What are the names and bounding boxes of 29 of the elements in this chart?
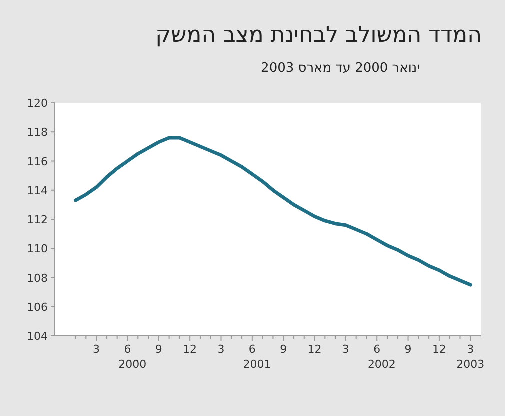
chart-subtitle: ינואר 2000 עד מארס 2003 <box>261 61 420 76</box>
x-tick-label: 9 <box>155 343 162 356</box>
y-tick-label: 116 <box>27 155 48 168</box>
x-tick-label: 6 <box>124 343 132 356</box>
x-tick-label: 9 <box>404 343 412 356</box>
x-tick-label: 12 <box>432 343 446 356</box>
y-tick-label: 110 <box>27 242 48 256</box>
y-tick-label: 106 <box>27 300 48 314</box>
x-tick-label: 3 <box>342 343 350 356</box>
y-tick-label: 114 <box>27 184 48 198</box>
y-tick-label: 118 <box>27 126 48 140</box>
text: 2001 <box>243 358 272 371</box>
y-tick-label: 120 <box>27 97 48 110</box>
line-series <box>74 136 472 287</box>
x-tick-label: 3 <box>467 343 474 356</box>
y-tick-label: 112 <box>27 214 48 226</box>
y-tick-label: 104 <box>27 330 48 343</box>
y-tick-label: 108 <box>27 272 48 285</box>
x-tick-label: 6 <box>374 343 381 356</box>
chart-title: המדד המשולב לבחינת מצב המשק <box>156 23 482 48</box>
x-tick-label: 9 <box>280 343 288 356</box>
text: 2003 <box>456 358 485 371</box>
text: 2000 <box>118 358 147 371</box>
x-tick-label: 3 <box>218 343 225 356</box>
x-tick-label: 12 <box>183 343 198 356</box>
x-tick-label: 12 <box>308 343 322 356</box>
x-tick-label: 6 <box>248 343 256 356</box>
text: 2002 <box>368 358 396 371</box>
x-tick-label: 3 <box>93 343 100 356</box>
